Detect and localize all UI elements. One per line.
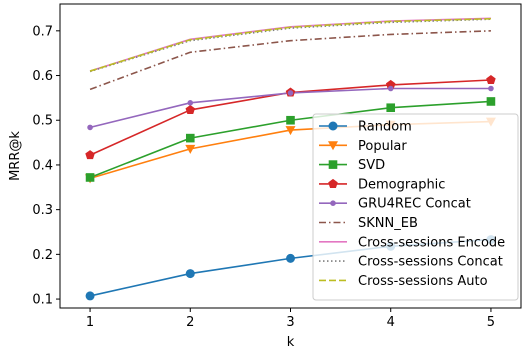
legend-label-cross-sessions-auto: Cross-sessions Auto bbox=[358, 274, 488, 289]
legend-label-cross-sessions-encode: Cross-sessions Encode bbox=[358, 235, 505, 250]
point-demographic-1 bbox=[85, 150, 95, 160]
legend-marker-random bbox=[328, 121, 338, 131]
x-axis-label: k bbox=[287, 335, 295, 350]
legend-label-demographic: Demographic bbox=[358, 177, 445, 192]
point-random-3 bbox=[286, 253, 295, 263]
point-svd-4 bbox=[386, 103, 396, 113]
point-random-2 bbox=[185, 269, 195, 279]
x-tick-label: 4 bbox=[387, 315, 395, 330]
legend-label-cross-sessions-concat: Cross-sessions Concat bbox=[358, 255, 503, 270]
series-line-cross-sessions-encode bbox=[89, 17, 491, 72]
point-gru4rec-concat-4 bbox=[387, 85, 394, 92]
series-line-cross-sessions-auto bbox=[89, 17, 491, 72]
y-axis-label: MRR@k bbox=[8, 131, 23, 181]
legend-label-sknn-eb: SKNN_EB bbox=[358, 216, 418, 231]
legend-label-gru4rec-concat: GRU4REC Concat bbox=[358, 197, 471, 212]
legend-marker-svd bbox=[328, 160, 338, 169]
x-tick-label: 1 bbox=[86, 315, 94, 330]
point-svd-1 bbox=[85, 173, 95, 182]
point-svd-2 bbox=[185, 133, 195, 143]
legend-marker-demographic bbox=[328, 178, 338, 188]
y-tick-label: 0.5 bbox=[32, 114, 53, 129]
legend-box bbox=[312, 113, 519, 301]
point-gru4rec-concat-3 bbox=[287, 90, 294, 96]
y-axis-ticks: 0.1 0.2 0.3 0.4 0.5 0.6 0.7 bbox=[32, 24, 60, 308]
point-demographic-2 bbox=[185, 104, 196, 114]
legend-label-random: Random bbox=[358, 120, 412, 135]
legend-marker-popular bbox=[328, 141, 338, 151]
point-demographic-5 bbox=[486, 75, 496, 85]
x-tick-label: 5 bbox=[487, 315, 495, 330]
legend-label-svd: SVD bbox=[358, 158, 385, 173]
y-tick-label: 0.1 bbox=[32, 293, 53, 308]
point-gru4rec-concat-1 bbox=[87, 124, 93, 131]
y-tick-label: 0.7 bbox=[32, 24, 53, 39]
point-popular-2 bbox=[185, 144, 196, 154]
x-tick-label: 3 bbox=[286, 315, 294, 330]
point-gru4rec-concat-2 bbox=[187, 100, 194, 106]
y-tick-label: 0.4 bbox=[32, 158, 53, 173]
x-axis-ticks: 1 2 3 4 5 bbox=[86, 308, 495, 330]
series-line-sknn-eb bbox=[89, 30, 491, 91]
point-demographic-4 bbox=[385, 79, 396, 89]
y-tick-label: 0.2 bbox=[32, 248, 53, 263]
point-popular-3 bbox=[285, 126, 296, 136]
point-svd-3 bbox=[286, 115, 295, 125]
y-tick-label: 0.3 bbox=[32, 203, 53, 218]
point-svd-5 bbox=[486, 97, 496, 106]
legend-marker-gru4rec-concat bbox=[330, 200, 336, 206]
legend: Random Popular SVD Demographic GRU4REC Conca… bbox=[312, 113, 519, 301]
legend-label-popular: Popular bbox=[358, 139, 407, 154]
point-gru4rec-concat-5 bbox=[488, 85, 494, 92]
x-tick-label: 2 bbox=[186, 315, 194, 330]
point-random-1 bbox=[85, 291, 95, 301]
y-tick-label: 0.6 bbox=[32, 69, 53, 84]
